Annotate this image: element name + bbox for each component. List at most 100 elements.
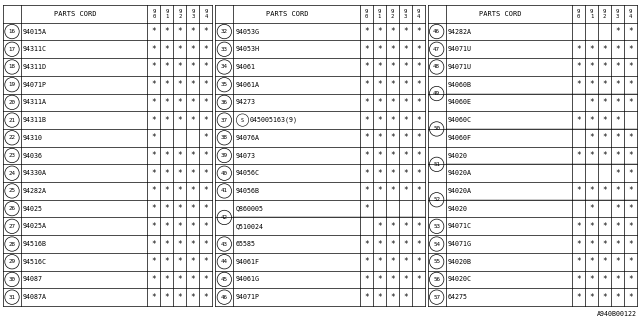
Text: 16: 16 <box>8 29 15 34</box>
Text: 52: 52 <box>433 197 440 202</box>
Text: *: * <box>191 240 195 249</box>
Text: *: * <box>390 45 394 54</box>
Text: Q860005: Q860005 <box>236 206 263 212</box>
Text: *: * <box>204 80 208 89</box>
Text: *: * <box>602 293 607 302</box>
Text: 94061F: 94061F <box>236 259 259 265</box>
Text: *: * <box>602 222 607 231</box>
Text: *: * <box>377 133 381 142</box>
Text: *: * <box>576 240 581 249</box>
Text: *: * <box>204 116 208 124</box>
Text: 9
2: 9 2 <box>390 9 394 19</box>
Text: 94056C: 94056C <box>236 170 259 176</box>
Text: 23: 23 <box>8 153 15 158</box>
Text: *: * <box>364 98 369 107</box>
Text: 9
2: 9 2 <box>603 9 606 19</box>
Text: *: * <box>589 275 594 284</box>
Text: 94071U: 94071U <box>447 64 472 70</box>
Text: *: * <box>602 151 607 160</box>
Text: 94015A: 94015A <box>23 28 47 35</box>
Text: 94282A: 94282A <box>447 28 472 35</box>
Text: 40: 40 <box>221 171 228 176</box>
Text: *: * <box>390 27 394 36</box>
Text: *: * <box>416 222 420 231</box>
Text: 53: 53 <box>433 224 440 229</box>
Text: 25: 25 <box>8 188 15 193</box>
Text: 21: 21 <box>8 117 15 123</box>
Text: *: * <box>416 27 420 36</box>
Text: *: * <box>628 204 633 213</box>
Text: *: * <box>589 80 594 89</box>
Text: *: * <box>416 98 420 107</box>
Text: *: * <box>164 204 169 213</box>
Text: *: * <box>204 204 208 213</box>
Text: 94516C: 94516C <box>23 259 47 265</box>
Text: *: * <box>191 275 195 284</box>
Text: *: * <box>403 116 408 124</box>
Text: 9
0: 9 0 <box>577 9 580 19</box>
Text: 94020: 94020 <box>447 153 468 158</box>
Text: *: * <box>204 98 208 107</box>
Text: *: * <box>164 27 169 36</box>
Text: *: * <box>416 187 420 196</box>
Text: 94025: 94025 <box>23 206 43 212</box>
Text: *: * <box>377 80 381 89</box>
Text: *: * <box>191 293 195 302</box>
Text: *: * <box>416 116 420 124</box>
Text: *: * <box>390 222 394 231</box>
Text: *: * <box>628 240 633 249</box>
Text: *: * <box>377 240 381 249</box>
Text: *: * <box>628 275 633 284</box>
Text: *: * <box>152 45 156 54</box>
Text: *: * <box>416 257 420 266</box>
Text: *: * <box>602 62 607 71</box>
Text: 37: 37 <box>221 117 228 123</box>
Text: *: * <box>390 98 394 107</box>
Text: 9
2: 9 2 <box>178 9 182 19</box>
Text: 33: 33 <box>221 47 228 52</box>
Text: S: S <box>241 117 244 123</box>
Text: Q510024: Q510024 <box>236 223 263 229</box>
Text: *: * <box>177 187 182 196</box>
Text: *: * <box>576 116 581 124</box>
Text: *: * <box>403 133 408 142</box>
Text: *: * <box>152 116 156 124</box>
Text: *: * <box>615 133 620 142</box>
Text: 94020A: 94020A <box>447 188 472 194</box>
Text: 94071U: 94071U <box>447 46 472 52</box>
Text: *: * <box>403 275 408 284</box>
Text: *: * <box>164 80 169 89</box>
Text: *: * <box>377 293 381 302</box>
Text: 19: 19 <box>8 82 15 87</box>
Text: *: * <box>628 80 633 89</box>
Text: 26: 26 <box>8 206 15 211</box>
Text: *: * <box>628 169 633 178</box>
Text: 31: 31 <box>8 295 15 300</box>
Text: 94273: 94273 <box>236 100 255 105</box>
Text: *: * <box>191 98 195 107</box>
Text: 9
1: 9 1 <box>590 9 593 19</box>
Text: *: * <box>177 116 182 124</box>
Text: *: * <box>177 169 182 178</box>
Text: *: * <box>152 293 156 302</box>
Text: 94056B: 94056B <box>236 188 259 194</box>
Text: 35: 35 <box>221 82 228 87</box>
Text: *: * <box>191 116 195 124</box>
Text: *: * <box>191 169 195 178</box>
Text: *: * <box>377 222 381 231</box>
Text: 94061G: 94061G <box>236 276 259 283</box>
Text: 94073: 94073 <box>236 153 255 158</box>
Text: 54: 54 <box>433 242 440 246</box>
Text: *: * <box>416 80 420 89</box>
Text: *: * <box>204 240 208 249</box>
Text: *: * <box>177 222 182 231</box>
Text: *: * <box>628 98 633 107</box>
Text: *: * <box>377 275 381 284</box>
Text: *: * <box>364 169 369 178</box>
Text: *: * <box>204 133 208 142</box>
Text: *: * <box>152 62 156 71</box>
Text: *: * <box>191 187 195 196</box>
Text: *: * <box>364 116 369 124</box>
Text: *: * <box>364 27 369 36</box>
Text: 28: 28 <box>8 242 15 246</box>
